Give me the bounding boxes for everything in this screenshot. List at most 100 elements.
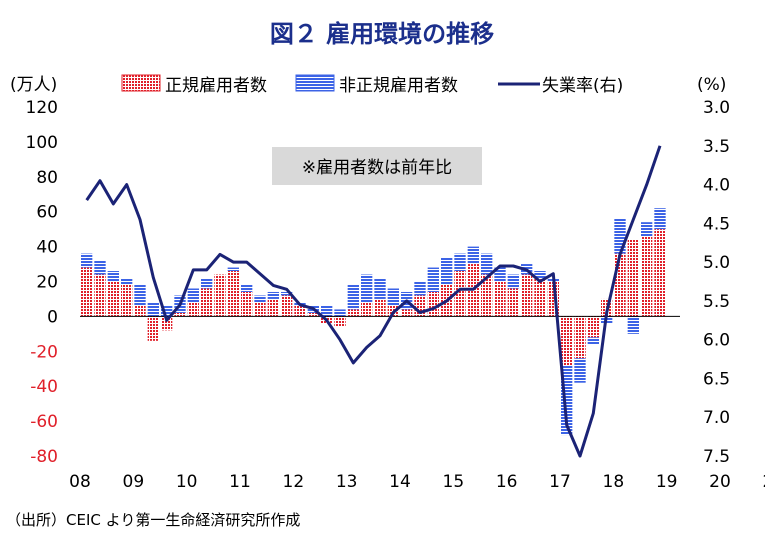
bar-nonregular: [134, 284, 146, 306]
left-tick-label: -80: [30, 447, 58, 467]
right-tick-label: 7.5: [703, 447, 730, 467]
bar-regular: [134, 305, 146, 317]
bar-nonregular: [334, 309, 346, 317]
legend-swatch-nonregular: [295, 74, 335, 92]
left-axis-unit: (万人): [10, 75, 57, 95]
bar-regular: [187, 302, 199, 317]
legend-label-unemp: 失業率(右): [542, 76, 623, 96]
bar-nonregular: [147, 302, 159, 317]
bar-regular: [654, 229, 666, 317]
x-tick-label: 14: [389, 472, 411, 492]
x-tick-label: 19: [656, 472, 678, 492]
left-tick-label: -60: [30, 412, 58, 432]
bar-nonregular: [454, 253, 466, 272]
bar-nonregular: [267, 291, 279, 299]
bar-nonregular: [561, 365, 573, 436]
bar-regular: [94, 274, 106, 317]
bar-nonregular: [81, 253, 93, 268]
bar-regular: [574, 316, 586, 359]
bar-regular: [361, 302, 373, 317]
bar-nonregular: [374, 278, 386, 299]
bar-regular: [641, 236, 653, 317]
x-axis-ticks: 080910111213141516171819202122: [69, 472, 765, 492]
legend-label-regular: 正規雇用者数: [165, 76, 267, 96]
bar-nonregular: [414, 281, 426, 296]
bar-regular: [507, 288, 519, 317]
bar-regular: [561, 316, 573, 366]
bar-regular: [227, 271, 239, 317]
bar-regular: [547, 281, 559, 317]
left-tick-label: 0: [47, 307, 58, 327]
bar-nonregular: [161, 305, 173, 317]
legend-label-nonregular: 非正規雇用者数: [339, 76, 458, 96]
bar-nonregular: [641, 222, 653, 237]
left-tick-label: -40: [30, 377, 58, 397]
bar-nonregular: [574, 358, 586, 383]
bar-nonregular: [467, 246, 479, 265]
bar-nonregular: [494, 267, 506, 282]
legend-swatch-regular: [121, 74, 161, 92]
chart-title: 図２ 雇用環境の推移: [270, 20, 494, 48]
x-tick-label: 13: [336, 472, 358, 492]
bar-regular: [494, 281, 506, 317]
bar-nonregular: [427, 267, 439, 292]
bar-regular: [454, 271, 466, 317]
bar-nonregular: [627, 316, 639, 334]
bar-regular: [267, 298, 279, 317]
bar-regular: [281, 295, 293, 317]
right-tick-label: 5.0: [703, 253, 730, 273]
bar-nonregular: [361, 274, 373, 303]
bar-nonregular: [321, 305, 333, 317]
bar-nonregular: [614, 218, 626, 254]
bar-regular: [627, 239, 639, 317]
bar-regular: [427, 291, 439, 317]
bar-nonregular: [254, 295, 266, 303]
bar-regular: [534, 278, 546, 317]
bar-regular: [121, 284, 133, 317]
x-tick-label: 18: [603, 472, 625, 492]
bar-regular: [254, 302, 266, 317]
bar-nonregular: [227, 267, 239, 272]
bar-regular: [401, 309, 413, 317]
x-tick-label: 20: [709, 472, 731, 492]
right-tick-label: 7.0: [703, 408, 730, 428]
right-tick-label: 4.5: [703, 214, 730, 234]
bar-nonregular: [387, 288, 399, 306]
right-tick-label: 3.5: [703, 137, 730, 157]
bar-regular: [201, 288, 213, 317]
bar-nonregular: [507, 274, 519, 289]
bar-nonregular: [241, 284, 253, 292]
bar-regular: [614, 253, 626, 317]
bars: [81, 208, 666, 436]
x-tick-label: 10: [176, 472, 198, 492]
bar-regular: [521, 274, 533, 317]
note-box: [272, 147, 482, 185]
left-axis-ticks: 120 100 80 60 40 20 0 -20 -40 -60 -80: [26, 98, 58, 467]
x-tick-label: 17: [549, 472, 571, 492]
bar-nonregular: [534, 271, 546, 279]
x-tick-label: 12: [283, 472, 305, 492]
right-tick-label: 6.5: [703, 369, 730, 389]
bar-regular: [81, 267, 93, 317]
bar-nonregular: [281, 291, 293, 296]
bar-nonregular: [481, 253, 493, 275]
bar-nonregular: [441, 257, 453, 285]
left-tick-label: -20: [30, 342, 58, 362]
bar-regular: [307, 312, 319, 317]
bar-regular: [161, 316, 173, 331]
bar-regular: [147, 316, 159, 341]
bar-regular: [174, 312, 186, 317]
x-tick-label: 11: [229, 472, 251, 492]
right-tick-label: 5.5: [703, 292, 730, 312]
x-tick-label: 15: [443, 472, 465, 492]
legend: 正規雇用者数 非正規雇用者数 失業率(右): [121, 74, 623, 96]
bar-nonregular: [94, 260, 106, 275]
source-text: （出所）CEIC より第一生命経済研究所作成: [6, 511, 300, 529]
right-axis-ticks: 3.0 3.5 4.0 4.5 5.0 5.5 6.0 6.5 7.0 7.5: [703, 98, 730, 467]
bar-regular: [334, 316, 346, 327]
x-tick-label: 08: [69, 472, 91, 492]
bar-regular: [587, 316, 599, 338]
bar-regular: [241, 291, 253, 317]
right-tick-label: 3.0: [703, 98, 730, 118]
right-axis-unit: (%): [697, 75, 726, 95]
